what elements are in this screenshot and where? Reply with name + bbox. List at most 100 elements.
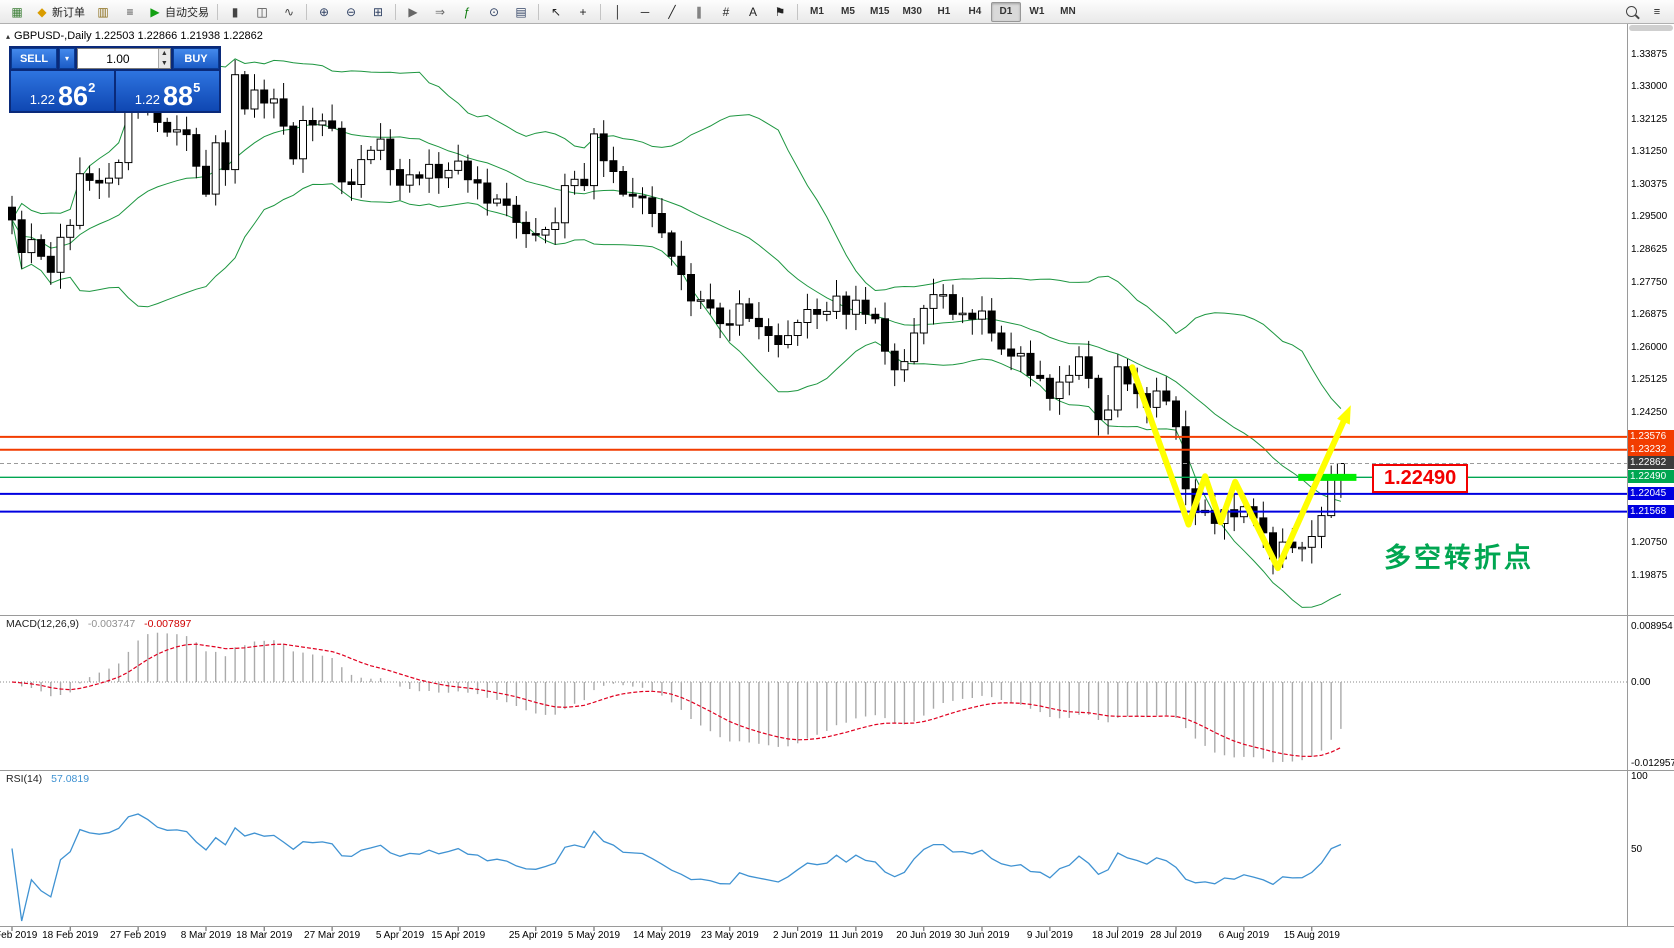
trendline-button[interactable]: ╱	[659, 1, 685, 23]
volume-down-button[interactable]: ▼	[160, 59, 168, 67]
panel-separator-main-macd[interactable]	[0, 615, 1674, 616]
toolbar-separator	[395, 3, 396, 20]
fibonacci-icon: #	[722, 4, 730, 19]
fibonacci-button[interactable]: #	[713, 1, 739, 23]
trend-zigzag-annotation[interactable]	[1129, 364, 1350, 572]
new-order-icon: ◆	[37, 4, 47, 19]
timeframe-d1-button[interactable]: D1	[990, 1, 1021, 22]
search-icon[interactable]	[1618, 1, 1644, 23]
timeframe-m15-button[interactable]: M15	[870, 6, 890, 17]
chart-scrollbar[interactable]	[1629, 25, 1673, 31]
periods-icon: ⊙	[488, 4, 500, 19]
toolbar-separator	[306, 3, 307, 20]
vertical-line-icon: │	[614, 4, 622, 19]
profiles-button[interactable]: ▥	[90, 1, 116, 23]
tile-windows-icon: ⊞	[372, 4, 384, 19]
sell-button[interactable]: SELL	[11, 48, 57, 69]
order-type-caret-button[interactable]: ▾	[59, 48, 75, 69]
tile-windows-button[interactable]: ⊞	[365, 1, 391, 23]
panel-separator-rsi-dates	[0, 926, 1674, 927]
chart-shift-icon: ⇒	[434, 4, 446, 19]
profiles-icon: ▥	[97, 4, 109, 19]
timeframe-h4-button[interactable]: H4	[968, 6, 982, 17]
main-toolbar: ▦ ◆ 新订单 ▥ ≡ ▶ 自动交易 ▮ ◫ ∿ ⊕ ⊖ ⊞ ▶ ⇒ ƒ ⊙ ▤ ↖ + │ ─ ╱ ∥ # A ⚑ M1 M5 M15 M…	[0, 0, 1674, 24]
timeframe-h1-button[interactable]: H1	[937, 6, 951, 17]
sell-price-button[interactable]: 1.22 86 2	[11, 71, 114, 111]
candlestick-chart-button[interactable]: ◫	[249, 1, 275, 23]
new-order-label: 新订单	[52, 6, 85, 19]
toolbar-separator	[217, 3, 218, 20]
auto-trading-button[interactable]: ▶ 自动交易	[144, 1, 213, 23]
toolbar-right-group: ≡	[1618, 1, 1670, 23]
buy-price-point: 5	[193, 80, 201, 95]
market-watch-icon: ≡	[126, 4, 134, 19]
templates-button[interactable]: ▤	[508, 1, 534, 23]
buy-price-button[interactable]: 1.22 88 5	[116, 71, 219, 111]
rsi-name: RSI(14)	[6, 773, 43, 785]
panel-separator-macd-rsi[interactable]	[0, 770, 1674, 771]
auto-trading-icon: ▶	[150, 4, 160, 19]
collapse-trade-panel-marker[interactable]: ▴	[6, 31, 11, 41]
volume-input[interactable]	[78, 49, 158, 68]
zoom-in-button[interactable]: ⊕	[311, 1, 337, 23]
timeframe-m30-button[interactable]: M30	[902, 6, 922, 17]
auto-scroll-button[interactable]: ▶	[400, 1, 426, 23]
buy-price-pips: 88	[163, 80, 194, 111]
timeframe-m5-button[interactable]: M5	[841, 6, 855, 17]
equidistant-channel-icon: ∥	[696, 4, 702, 19]
symbol-ohlc-text: GBPUSD-,Daily 1.22503 1.22866 1.21938 1.…	[14, 30, 263, 42]
buy-price-head: 1.22	[134, 91, 161, 107]
rsi-indicator-label: RSI(14) 57.0819	[6, 773, 89, 785]
sell-price-head: 1.22	[29, 91, 56, 107]
toolbar-separator	[538, 3, 539, 20]
toolbar-separator	[600, 3, 601, 20]
timeframe-m1-button[interactable]: M1	[810, 6, 824, 17]
new-chart-icon: ▦	[11, 4, 23, 19]
volume-up-button[interactable]: ▲	[160, 50, 168, 57]
price-level-callout[interactable]: 1.22490	[1372, 464, 1469, 493]
toolbar-separator	[797, 3, 798, 20]
line-chart-button[interactable]: ∿	[276, 1, 302, 23]
macd-histogram	[21, 632, 1342, 763]
cursor-icon: ↖	[550, 4, 562, 19]
zoom-in-icon: ⊕	[318, 4, 330, 19]
bar-chart-button[interactable]: ▮	[222, 1, 248, 23]
indicators-icon: ƒ	[463, 4, 471, 19]
arrows-icon: ⚑	[774, 4, 786, 19]
menu-icon[interactable]: ≡	[1653, 5, 1661, 18]
buy-button[interactable]: BUY	[173, 48, 219, 69]
market-watch-button[interactable]: ≡	[117, 1, 143, 23]
indicators-button[interactable]: ƒ	[454, 1, 480, 23]
trendline-icon: ╱	[668, 4, 676, 19]
equidistant-channel-button[interactable]: ∥	[686, 1, 712, 23]
new-order-button[interactable]: ◆ 新订单	[31, 1, 89, 23]
turning-point-annotation[interactable]: 多空转折点	[1384, 543, 1534, 573]
candlesticks	[8, 59, 1345, 575]
crosshair-icon: +	[579, 4, 587, 19]
sell-price-pips: 86	[58, 80, 89, 111]
timeframe-w1-button[interactable]: W1	[1029, 6, 1045, 17]
cursor-button[interactable]: ↖	[543, 1, 569, 23]
macd-main-value: -0.003747	[87, 618, 136, 630]
periods-button[interactable]: ⊙	[481, 1, 507, 23]
bar-chart-icon: ▮	[231, 4, 239, 19]
auto-scroll-icon: ▶	[408, 4, 418, 19]
bollinger-lower-band	[11, 183, 1342, 608]
text-label-icon: A	[748, 4, 757, 19]
zigzag-arrowhead	[1337, 405, 1351, 425]
price-scale-border	[1627, 24, 1628, 926]
horizontal-line-button[interactable]: ─	[632, 1, 658, 23]
crosshair-button[interactable]: +	[570, 1, 596, 23]
candlestick-chart-icon: ◫	[256, 4, 268, 19]
macd-name: MACD(12,26,9)	[6, 618, 79, 630]
horizontal-line-icon: ─	[640, 4, 650, 19]
bollinger-middle-band	[11, 123, 1342, 502]
new-chart-button[interactable]: ▦	[4, 1, 30, 23]
zoom-out-button[interactable]: ⊖	[338, 1, 364, 23]
text-label-button[interactable]: A	[740, 1, 766, 23]
arrows-button[interactable]: ⚑	[767, 1, 793, 23]
rsi-value: 57.0819	[51, 773, 90, 785]
chart-shift-button[interactable]: ⇒	[427, 1, 453, 23]
timeframe-mn-button[interactable]: MN	[1060, 6, 1076, 17]
vertical-line-button[interactable]: │	[605, 1, 631, 23]
